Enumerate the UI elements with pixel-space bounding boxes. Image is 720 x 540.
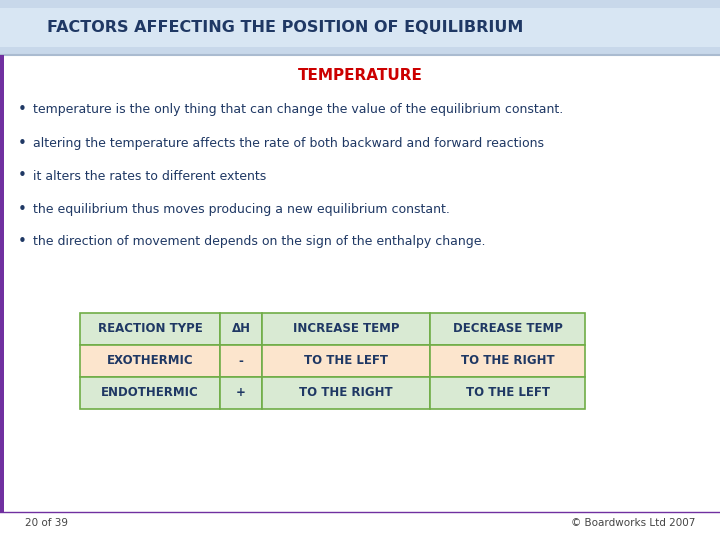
Text: •: • bbox=[17, 136, 27, 151]
Text: it alters the rates to different extents: it alters the rates to different extents bbox=[33, 170, 266, 183]
Text: TO THE RIGHT: TO THE RIGHT bbox=[300, 387, 393, 400]
Text: •: • bbox=[17, 201, 27, 217]
Text: the direction of movement depends on the sign of the enthalpy change.: the direction of movement depends on the… bbox=[33, 235, 485, 248]
Text: 20 of 39: 20 of 39 bbox=[25, 518, 68, 528]
Text: TEMPERATURE: TEMPERATURE bbox=[297, 68, 423, 83]
Text: EXOTHERMIC: EXOTHERMIC bbox=[107, 354, 193, 368]
Text: FACTORS AFFECTING THE POSITION OF EQUILIBRIUM: FACTORS AFFECTING THE POSITION OF EQUILI… bbox=[47, 20, 523, 35]
Text: -: - bbox=[238, 354, 243, 368]
Text: TO THE RIGHT: TO THE RIGHT bbox=[461, 354, 554, 368]
Text: REACTION TYPE: REACTION TYPE bbox=[98, 322, 202, 335]
Bar bbox=[430, 345, 585, 377]
Bar bbox=[262, 377, 430, 409]
Text: the equilibrium thus moves producing a new equilibrium constant.: the equilibrium thus moves producing a n… bbox=[33, 202, 450, 215]
Text: INCREASE TEMP: INCREASE TEMP bbox=[293, 322, 400, 335]
Text: © Boardworks Ltd 2007: © Boardworks Ltd 2007 bbox=[571, 518, 695, 528]
Text: •: • bbox=[17, 234, 27, 249]
Text: TO THE LEFT: TO THE LEFT bbox=[466, 387, 549, 400]
Bar bbox=[0, 0, 720, 55]
Bar bbox=[80, 313, 220, 345]
Bar bbox=[220, 377, 262, 409]
Text: ΔH: ΔH bbox=[232, 322, 251, 335]
Bar bbox=[0, 55, 4, 512]
Text: DECREASE TEMP: DECREASE TEMP bbox=[453, 322, 562, 335]
Text: temperature is the only thing that can change the value of the equilibrium const: temperature is the only thing that can c… bbox=[33, 104, 563, 117]
Text: TO THE LEFT: TO THE LEFT bbox=[304, 354, 388, 368]
Text: altering the temperature affects the rate of both backward and forward reactions: altering the temperature affects the rat… bbox=[33, 137, 544, 150]
Bar bbox=[220, 345, 262, 377]
Bar bbox=[80, 345, 220, 377]
Bar bbox=[430, 313, 585, 345]
Bar bbox=[262, 313, 430, 345]
Bar bbox=[0, 8, 720, 47]
Bar bbox=[262, 345, 430, 377]
Text: +: + bbox=[236, 387, 246, 400]
Bar bbox=[80, 377, 220, 409]
Text: •: • bbox=[17, 168, 27, 184]
Bar bbox=[430, 377, 585, 409]
Bar bbox=[220, 313, 262, 345]
Text: •: • bbox=[17, 103, 27, 118]
Text: ENDOTHERMIC: ENDOTHERMIC bbox=[101, 387, 199, 400]
